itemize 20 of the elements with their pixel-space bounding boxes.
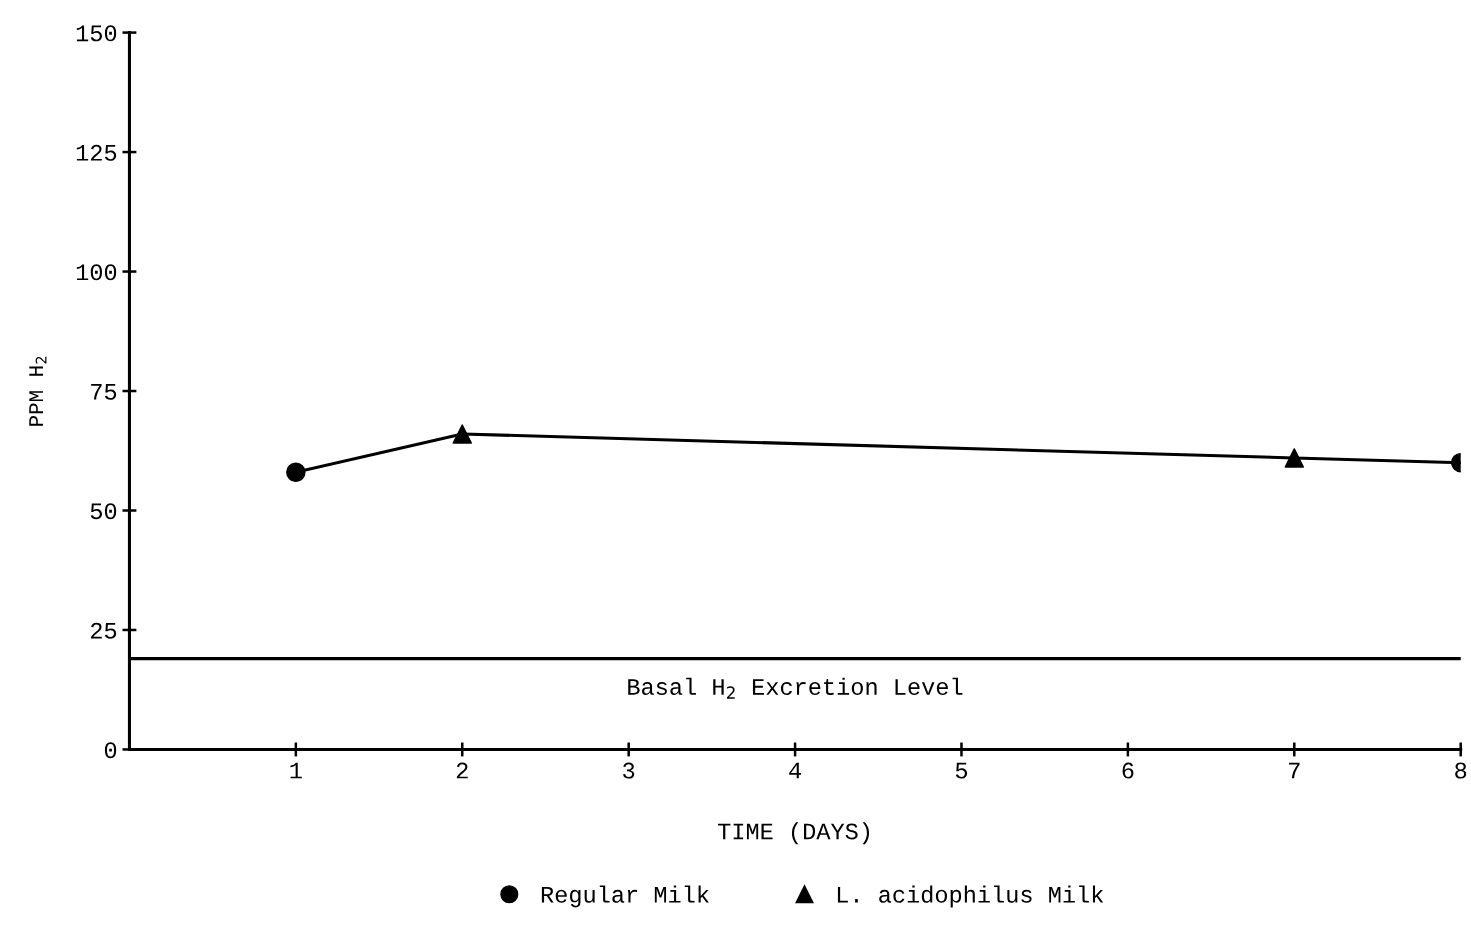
y-tick-label: 50 — [90, 503, 117, 520]
x-tick-label: 5 — [955, 762, 968, 779]
ref-line-label: Basal H$_{2}$ Excretion Level — [628, 677, 963, 699]
x-tick-label: 8 — [1455, 762, 1467, 779]
y-tick-label: 25 — [90, 622, 117, 639]
x-tick-label: 3 — [623, 762, 635, 779]
y-tick-label: 125 — [76, 144, 117, 161]
x-axis-title: TIME (DAYS) — [718, 822, 870, 845]
x-tick-label: 4 — [789, 762, 801, 779]
y-axis-title: PPM H$_{2}$ — [29, 356, 47, 426]
x-tick-label: 2 — [456, 762, 468, 779]
y-tick-label: 100 — [76, 264, 117, 281]
x-tick-label: 1 — [290, 762, 302, 779]
x-tick-label: 6 — [1122, 762, 1134, 779]
y-tick-label: 75 — [91, 384, 117, 400]
legend-label: L. acidophilus Milk — [837, 885, 1104, 908]
x-tick-label: 7 — [1289, 762, 1300, 779]
legend-label: Regular Milk — [541, 885, 709, 908]
y-tick-label: 150 — [76, 25, 117, 42]
y-tick-label: 0 — [104, 742, 117, 759]
